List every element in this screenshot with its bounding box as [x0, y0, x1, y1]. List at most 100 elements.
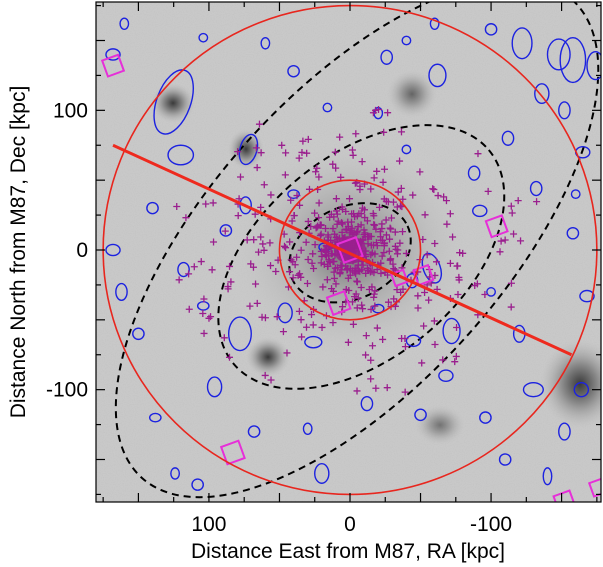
gc-marker: [313, 223, 321, 231]
gc-marker: [336, 268, 344, 276]
gc-marker: [337, 173, 345, 181]
gc-marker: [311, 241, 319, 249]
gc-marker: [297, 316, 305, 324]
gc-marker: [255, 248, 263, 256]
gc-marker: [350, 293, 358, 301]
gc-marker: [359, 261, 367, 269]
gc-marker: [496, 248, 504, 256]
gc-marker: [501, 236, 509, 244]
gc-marker: [257, 149, 265, 157]
gc-marker: [385, 247, 393, 255]
gc-marker: [261, 314, 269, 322]
galaxy-ellipse: [198, 32, 209, 43]
gc-marker: [247, 260, 255, 268]
galaxy-ellipse: [247, 425, 261, 438]
gc-marker: [327, 210, 335, 218]
galaxy-ellipse: [105, 48, 121, 61]
gc-marker: [286, 268, 294, 276]
gc-marker: [309, 250, 317, 258]
gc-marker: [357, 210, 365, 218]
gc-marker: [235, 195, 243, 203]
gc-marker: [224, 285, 232, 293]
galaxy-ellipse: [479, 411, 492, 424]
gc-marker: [399, 228, 407, 236]
galaxy-ellipse: [115, 282, 128, 301]
gc-marker: [246, 302, 254, 310]
gc-marker: [287, 196, 295, 204]
galaxy-ellipse: [206, 376, 223, 398]
gc-marker: [252, 144, 260, 152]
gc-marker: [342, 225, 350, 233]
gc-marker: [190, 263, 198, 271]
gc-marker: [353, 278, 361, 286]
gc-marker: [474, 150, 482, 158]
isophote-middle: [217, 124, 506, 390]
galaxy-ellipse: [522, 381, 544, 398]
gc-marker: [349, 298, 357, 306]
gc-marker: [453, 324, 461, 332]
gc-marker: [402, 249, 410, 257]
gc-marker: [414, 304, 422, 312]
gc-marker: [282, 244, 290, 252]
gc-marker: [304, 255, 312, 263]
gc-marker: [379, 178, 387, 186]
gc-marker: [401, 343, 409, 351]
gc-marker: [296, 201, 304, 209]
galaxy-ellipse: [401, 35, 412, 46]
gc-marker: [456, 249, 464, 257]
galaxy-ellipse: [146, 201, 159, 215]
gc-marker: [293, 253, 301, 261]
gc-marker: [375, 203, 383, 211]
gc-marker: [420, 322, 428, 330]
gc-marker: [344, 338, 352, 346]
gc-marker: [484, 187, 492, 195]
gc-marker: [385, 298, 393, 306]
gc-marker: [334, 217, 342, 225]
gc-marker: [319, 283, 327, 291]
gc-marker: [185, 270, 193, 278]
gc-marker: [331, 230, 339, 238]
gc-marker: [257, 203, 265, 211]
galaxy-ellipse: [511, 27, 533, 60]
gc-marker: [372, 384, 380, 392]
plot-frame: [95, 1, 602, 503]
gc-marker: [379, 335, 387, 343]
gc-marker: [310, 265, 318, 273]
gc-marker: [339, 303, 347, 311]
magenta-box: [412, 263, 435, 287]
gc-marker: [481, 290, 489, 298]
galaxy-ellipse: [534, 83, 550, 105]
gc-marker: [449, 233, 457, 241]
galaxy-ellipse: [170, 467, 181, 480]
galaxy-ellipse: [428, 63, 447, 88]
gc-marker: [382, 216, 390, 224]
halo-glow-se: [246, 337, 290, 377]
gc-marker: [243, 236, 251, 244]
gc-marker: [455, 273, 463, 281]
gc-marker: [297, 246, 305, 254]
inner-circle: [278, 179, 422, 321]
galaxy-ellipse: [558, 101, 571, 120]
gc-marker: [338, 228, 346, 236]
gc-marker: [440, 193, 448, 201]
gc-marker: [421, 211, 429, 219]
halo-glow-ne: [151, 83, 195, 123]
gc-marker: [356, 186, 364, 194]
gc-marker: [289, 274, 297, 282]
gc-marker: [299, 137, 307, 145]
gc-marker: [332, 195, 340, 203]
gc-marker: [221, 227, 229, 235]
galaxy-ellipse: [542, 467, 553, 486]
gc-marker: [446, 210, 454, 218]
gc-marker: [389, 198, 397, 206]
gc-marker: [396, 157, 404, 165]
gc-marker: [210, 238, 218, 246]
gc-marker: [372, 225, 380, 233]
gc-marker: [260, 181, 268, 189]
galaxy-ellipse: [558, 422, 571, 441]
gc-marker: [257, 233, 265, 241]
gc-marker: [382, 231, 390, 239]
galaxy-ellipse: [277, 302, 293, 324]
galaxy-ellipse: [566, 226, 580, 240]
gc-marker: [282, 149, 290, 157]
